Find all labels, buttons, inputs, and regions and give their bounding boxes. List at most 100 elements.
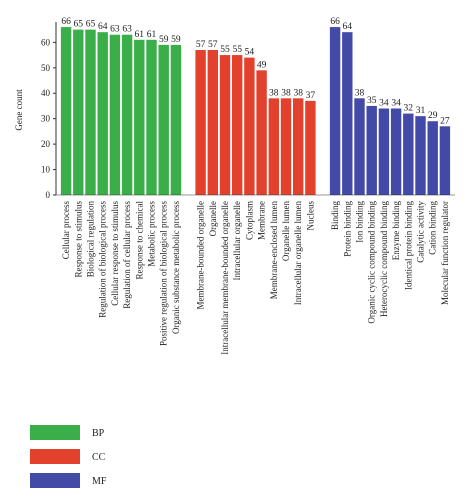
bar (85, 29, 96, 195)
x-tick-label: Identical protein binding (403, 201, 413, 290)
value-label: 38 (293, 88, 303, 98)
x-tick-label: Enzyme binding (391, 201, 401, 261)
bar (342, 32, 353, 196)
bar (244, 57, 255, 195)
x-tick-label: Positive regulation of biological proces… (159, 201, 169, 346)
x-tick-label: Membrane (257, 201, 267, 240)
x-tick-label: Organelle lumen (281, 201, 291, 262)
value-label: 59 (171, 35, 181, 45)
value-label: 55 (220, 45, 230, 55)
y-tick-label: 50 (41, 63, 51, 73)
y-tick-label: 60 (41, 37, 51, 47)
x-tick-label: Response to chemical (134, 201, 144, 280)
bar (232, 55, 243, 195)
bar (219, 55, 231, 195)
x-tick-label: Membrane-enclosed lumen (269, 201, 279, 300)
value-label: 38 (281, 88, 291, 98)
value-label: 29 (428, 111, 438, 121)
x-tick-label: Organelle (208, 201, 218, 236)
value-label: 64 (98, 22, 108, 32)
x-tick-label: Intracellular organelle lumen (293, 201, 303, 306)
bar (97, 32, 108, 196)
y-tick-label: 40 (41, 88, 51, 98)
value-label: 63 (110, 25, 120, 35)
value-label: 35 (367, 96, 377, 106)
bar (439, 126, 451, 195)
value-label: 32 (404, 104, 414, 114)
x-tick-label: Nucleus (305, 201, 315, 231)
x-tick-label: Membrane-bounded organelle (196, 201, 206, 310)
y-tick-label: 20 (41, 139, 51, 149)
legend-label: MF (92, 476, 107, 487)
value-label: 65 (74, 20, 84, 30)
value-label: 61 (135, 30, 145, 40)
bar (403, 113, 414, 195)
legend-label: CC (92, 452, 106, 463)
bar (390, 108, 402, 195)
x-tick-label: Molecular function regulator (440, 201, 450, 305)
bar (146, 39, 157, 195)
bar (354, 98, 365, 195)
legend-label: BP (92, 428, 105, 439)
x-tick-label: Heterocyclic compound binding (379, 201, 389, 317)
value-label: 57 (208, 40, 218, 50)
x-tick-label: Regulation of biological process (98, 201, 108, 318)
y-tick-label: 30 (41, 114, 51, 124)
x-tick-label: Ion binding (355, 201, 365, 243)
x-tick-label: Biological regulation (86, 201, 96, 278)
legend-swatch (30, 473, 80, 488)
bar (170, 44, 182, 195)
bar (268, 98, 279, 195)
x-tick-label: Cation binding (428, 201, 438, 255)
x-tick-label: Cellular process (61, 201, 71, 260)
bar (378, 108, 390, 195)
bar (427, 121, 438, 195)
value-label: 65 (86, 20, 96, 30)
bar (366, 105, 377, 195)
x-tick-label: Organic cyclic compound binding (367, 201, 377, 324)
x-tick-label: Binding (330, 201, 340, 231)
bar (109, 34, 121, 196)
x-tick-label: Cytoplasm (244, 201, 254, 240)
x-tick-label: Protein binding (342, 201, 352, 257)
value-label: 38 (269, 88, 279, 98)
bar (134, 39, 145, 195)
value-label: 54 (245, 48, 255, 58)
x-tick-label: Intracellular membrane-bounded organelle (220, 201, 230, 355)
value-label: 61 (147, 30, 157, 40)
bar (60, 27, 72, 195)
y-tick-label: 10 (41, 165, 51, 175)
y-axis-label: Gene count (14, 89, 24, 131)
bar (158, 44, 169, 195)
bar (329, 27, 341, 195)
value-label: 66 (330, 17, 340, 27)
bar (293, 98, 304, 195)
x-tick-label: Intracellular organelle (232, 201, 242, 281)
value-label: 63 (122, 25, 132, 35)
value-label: 34 (391, 99, 401, 109)
legend-swatch (30, 425, 80, 440)
x-tick-label: Catalytic activity (416, 201, 426, 263)
bar (121, 34, 133, 196)
x-tick-label: Organic substance metabolic process (171, 201, 181, 335)
x-tick-label: Metabolic process (147, 201, 157, 267)
legend-swatch (30, 449, 80, 464)
x-tick-label: Regulation of cellular process (122, 201, 132, 309)
value-label: 27 (440, 116, 450, 126)
value-label: 66 (61, 17, 71, 27)
value-label: 49 (257, 60, 267, 70)
bar (415, 116, 426, 195)
bar (207, 49, 218, 196)
x-tick-label: Response to stimulus (73, 201, 83, 278)
bar (305, 100, 316, 195)
value-label: 64 (343, 22, 353, 32)
value-label: 59 (159, 35, 169, 45)
bar (195, 49, 206, 196)
value-label: 55 (232, 45, 242, 55)
bar (73, 29, 84, 195)
y-tick-label: 0 (46, 190, 51, 200)
value-label: 31 (416, 106, 426, 116)
value-label: 38 (355, 88, 365, 98)
x-tick-label: Cellular response to stimulus (110, 201, 120, 306)
